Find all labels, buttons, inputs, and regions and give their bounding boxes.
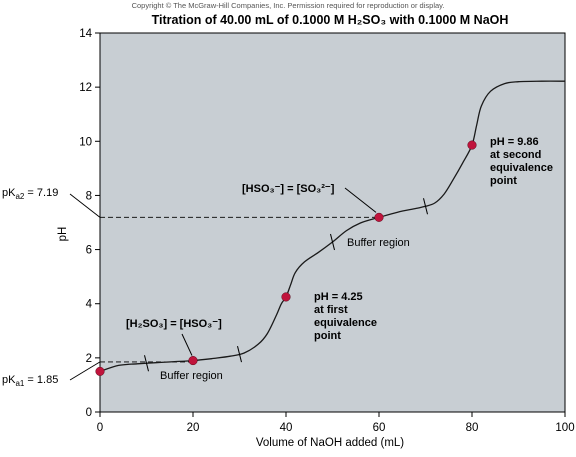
y-tick-label: 10: [79, 136, 92, 148]
leader-h2so3: [181, 333, 193, 356]
y-tick-label: 12: [79, 82, 92, 94]
y-tick-label: 14: [79, 28, 92, 40]
pka1-leader: [69, 361, 101, 381]
annotation-h2so3-eq-hso3: [H₂SO₃] = [HSO₃⁻]: [126, 318, 222, 330]
x-tick-label: 40: [280, 422, 293, 434]
annotation-first-equivalence: pH = 4.25 at first equivalence point: [314, 291, 377, 342]
equivalence-point-marker: [467, 140, 477, 150]
equivalence-point-marker: [281, 292, 291, 302]
pka-label-main: pK: [2, 187, 16, 199]
copyright-notice: Copyright © The McGraw-Hill Companies, I…: [132, 1, 445, 10]
annotation-line: point: [490, 175, 517, 187]
equivalence-point-marker: [95, 366, 105, 376]
pka-label-main: pK: [2, 374, 16, 386]
y-tick-label: 2: [86, 353, 92, 365]
y-tick-label: 8: [86, 190, 92, 202]
y-axis-label: pH: [57, 227, 69, 242]
pka2-leader: [69, 193, 101, 218]
pka-label-value: = 1.85: [24, 374, 58, 386]
annotation-line: at first: [314, 304, 348, 316]
y-tick-label: 4: [86, 299, 93, 311]
y-tick-label: 0: [86, 407, 92, 419]
annotation-line: equivalence: [314, 317, 377, 329]
y-tick-label: 6: [86, 245, 92, 257]
annotation-line: at second: [490, 149, 541, 161]
pka-label-subscript: a2: [15, 192, 24, 201]
annotation-line: [H₂SO₃] = [HSO₃⁻]: [126, 318, 222, 330]
chart-title: Titration of 40.00 mL of 0.1000 M H₂SO₃ …: [152, 13, 509, 27]
annotation-line: Buffer region: [160, 370, 223, 382]
x-tick-label: 100: [555, 422, 574, 434]
annotation-hso3-eq-so3: [HSO₃⁻] = [SO₃²⁻]: [242, 183, 335, 195]
equivalence-point-marker: [188, 356, 198, 366]
x-tick-label: 80: [466, 422, 479, 434]
annotation-line: point: [314, 330, 341, 342]
pka-label: pKa1 = 1.85: [2, 374, 58, 388]
annotation-line: equivalence: [490, 162, 553, 174]
annotation-line: [HSO₃⁻] = [SO₃²⁻]: [242, 183, 335, 195]
x-tick-label: 20: [187, 422, 200, 434]
leader-hso3: [344, 187, 377, 213]
pka-label-value: = 7.19: [24, 187, 58, 199]
annotation-second-equivalence: pH = 9.86 at second equivalence point: [490, 136, 553, 187]
buffer-tick: [237, 345, 242, 363]
annotation-line: pH = 4.25: [314, 291, 363, 303]
buffer-tick: [423, 198, 428, 215]
annotation-line: Buffer region: [347, 237, 410, 249]
plot-frame: [99, 32, 566, 413]
buffer-tick: [144, 355, 149, 372]
annotation-buffer-region-2: Buffer region: [347, 237, 410, 249]
pka-label-subscript: a1: [15, 379, 24, 388]
plot-background: [100, 33, 565, 412]
annotation-line: pH = 9.86: [490, 136, 539, 148]
equivalence-point-marker: [374, 212, 384, 222]
annotation-buffer-region-1: Buffer region: [160, 370, 223, 382]
x-tick-label: 60: [373, 422, 386, 434]
x-tick-label: 0: [97, 422, 103, 434]
pka-label: pKa2 = 7.19: [2, 187, 58, 201]
x-axis-label: Volume of NaOH added (mL): [256, 437, 404, 449]
buffer-tick: [330, 233, 335, 251]
